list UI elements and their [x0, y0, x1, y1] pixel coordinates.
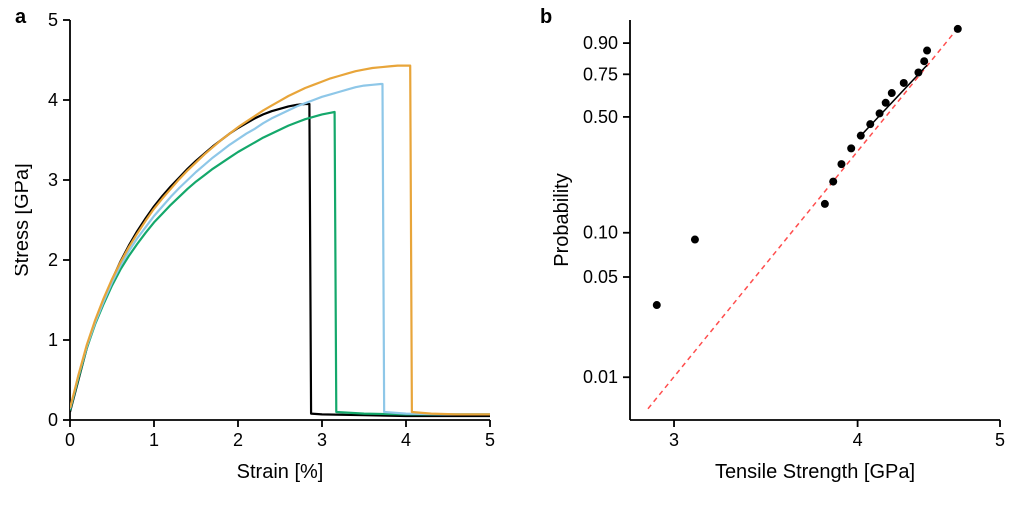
- panel-b: 3 4 5 0.01 0.05 0.10 0.50 0.75 0.90 Tensile Stren…: [550, 10, 1025, 490]
- y-tick-label: 2: [48, 250, 58, 270]
- scatter-point: [821, 200, 829, 208]
- x-tick-label: 4: [401, 430, 411, 450]
- scatter-point: [857, 132, 865, 140]
- scatter-point: [888, 89, 896, 97]
- panel-b-svg: 3 4 5 0.01 0.05 0.10 0.50 0.75 0.90 Tensile Stren…: [550, 10, 1025, 490]
- x-tick-label: 4: [853, 430, 863, 450]
- x-tick-label: 1: [149, 430, 159, 450]
- y-tick-label: 0.75: [583, 64, 618, 84]
- scatter-point: [847, 144, 855, 152]
- y-tick-label: 0.05: [583, 267, 618, 287]
- x-tick-label: 3: [317, 430, 327, 450]
- scatter-point: [653, 301, 661, 309]
- scatter-point: [954, 25, 962, 33]
- scatter-point: [837, 160, 845, 168]
- scatter-point: [914, 69, 922, 77]
- x-axis-label: Tensile Strength [GPa]: [715, 461, 915, 483]
- stress-strain-curve: [70, 104, 490, 416]
- x-axis-label: Strain [%]: [237, 461, 324, 483]
- y-tick-label: 0.90: [583, 33, 618, 53]
- x-tick-label: 3: [669, 430, 679, 450]
- y-tick-label: 5: [48, 10, 58, 30]
- scatter-point: [923, 47, 931, 55]
- figure-stage: a b 012345012345Strain [%]Stress [GPa] 3…: [0, 0, 1025, 515]
- y-tick-label: 4: [48, 90, 58, 110]
- y-tick-label: 0.01: [583, 367, 618, 387]
- scatter-point: [866, 120, 874, 128]
- stress-strain-curve: [70, 112, 490, 414]
- scatter-point: [900, 79, 908, 87]
- y-tick-label: 1: [48, 330, 58, 350]
- y-tick-label: 0.10: [583, 223, 618, 243]
- x-tick-label: 0: [65, 430, 75, 450]
- scatter-point: [691, 236, 699, 244]
- stress-strain-curve: [70, 66, 490, 415]
- x-tick-label: 2: [233, 430, 243, 450]
- scatter-point: [920, 57, 928, 65]
- scatter-point: [876, 109, 884, 117]
- y-tick-label: 0.50: [583, 107, 618, 127]
- scatter-point: [882, 99, 890, 107]
- x-tick-label: 5: [995, 430, 1005, 450]
- scatter-point: [829, 178, 837, 186]
- x-tick-label: 5: [485, 430, 495, 450]
- y-tick-label: 3: [48, 170, 58, 190]
- y-axis-label: Stress [GPa]: [15, 163, 33, 276]
- y-axis-label: Probability: [551, 173, 573, 266]
- y-tick-label: 0: [48, 410, 58, 430]
- panel-a-svg: 0 1 2 3 4 5 0 1 2 3 4 5 Strain [%] Stress [GPa]: [15, 10, 515, 490]
- fit-line-dashed: [648, 25, 961, 409]
- panel-a: 0 1 2 3 4 5 0 1 2 3 4 5 Strain [%] Stress [GPa]: [15, 10, 515, 490]
